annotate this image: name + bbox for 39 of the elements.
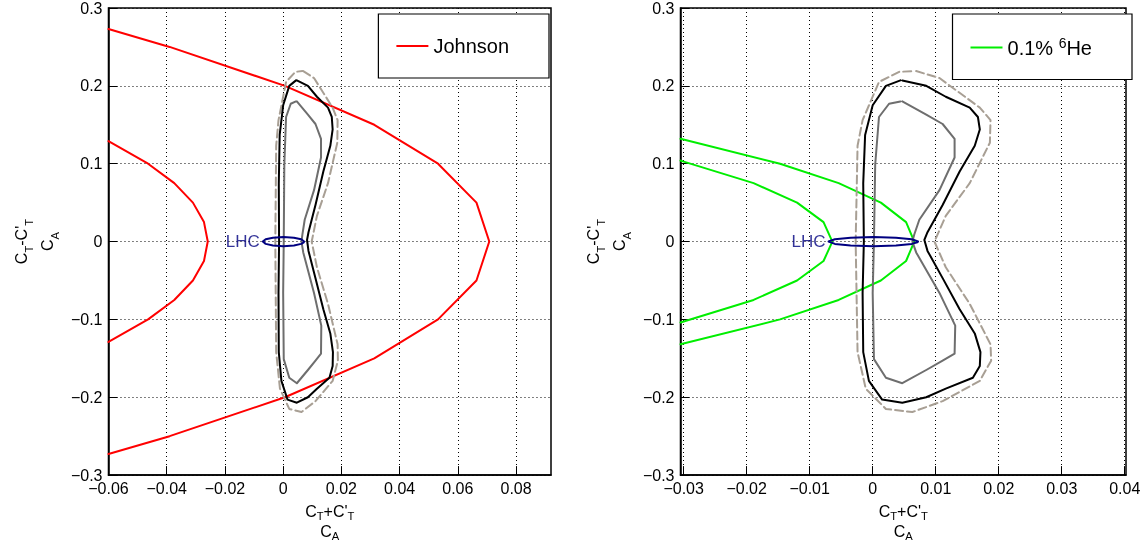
line-series xyxy=(854,70,993,414)
x-tick-label: 0.08 xyxy=(500,479,532,497)
x-tick-label: 0.02 xyxy=(983,479,1015,497)
x-tick-label: 0.03 xyxy=(1046,479,1078,497)
x-tick-label: 0.06 xyxy=(442,479,474,497)
x-tick-label: 0.02 xyxy=(325,479,358,497)
y-tick-label: −0.1 xyxy=(70,310,103,328)
x-tick-label: 0.04 xyxy=(1109,479,1141,497)
line-series xyxy=(107,140,209,343)
y-tick-label: 0.1 xyxy=(652,155,675,173)
line-series xyxy=(679,159,834,324)
x-tick-label: 0.04 xyxy=(384,479,416,497)
y-tick-label: 0.3 xyxy=(80,0,103,17)
x-tick-label: 0 xyxy=(278,479,288,497)
y-tick-label: −0.2 xyxy=(642,388,675,406)
legend-label: Johnson xyxy=(433,35,510,57)
line-series xyxy=(827,235,920,248)
annotation: LHC xyxy=(225,232,260,252)
line-series xyxy=(871,100,957,385)
annotation: LHC xyxy=(791,232,826,252)
x-tick-label: 0.01 xyxy=(920,479,952,497)
line-series xyxy=(274,70,339,414)
x-tick-label: −0.04 xyxy=(146,479,188,497)
x-tick-label: −0.01 xyxy=(789,479,831,497)
y-tick-label: 0.2 xyxy=(80,77,103,95)
y-tick-label: −0.2 xyxy=(70,388,103,406)
y-tick-label: −0.3 xyxy=(642,466,675,484)
line-series xyxy=(261,235,306,248)
y-tick-label: 0.3 xyxy=(652,0,675,17)
y-tick-label: 0 xyxy=(93,233,103,251)
x-tick-label: 0 xyxy=(868,479,878,497)
x-tick-label: −0.02 xyxy=(204,479,246,497)
y-tick-label: 0 xyxy=(665,233,675,251)
line-series xyxy=(679,137,916,346)
y-tick-label: 0.1 xyxy=(80,155,103,173)
line-series xyxy=(282,100,323,385)
y-tick-label: −0.1 xyxy=(642,310,675,328)
x-tick-label: −0.02 xyxy=(726,479,767,497)
y-tick-label: 0.2 xyxy=(652,77,675,95)
